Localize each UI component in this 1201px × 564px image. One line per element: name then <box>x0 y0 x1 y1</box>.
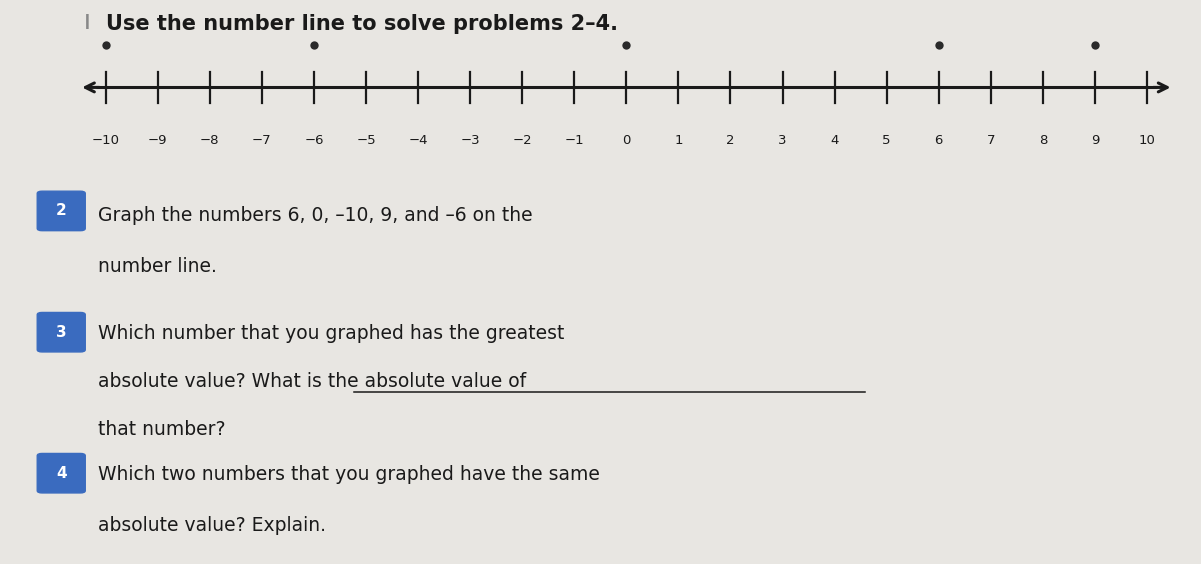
FancyBboxPatch shape <box>37 453 85 493</box>
Text: −4: −4 <box>408 134 428 147</box>
Text: Graph the numbers 6, 0, –10, 9, and –6 on the: Graph the numbers 6, 0, –10, 9, and –6 o… <box>98 206 533 225</box>
Text: that number?: that number? <box>98 420 226 439</box>
Text: 7: 7 <box>986 134 994 147</box>
Text: Use the number line to solve problems 2–4.: Use the number line to solve problems 2–… <box>106 14 617 34</box>
Text: 8: 8 <box>1039 134 1047 147</box>
Text: 0: 0 <box>622 134 631 147</box>
Text: 9: 9 <box>1091 134 1099 147</box>
Text: 1: 1 <box>674 134 682 147</box>
Text: absolute value? What is the absolute value of: absolute value? What is the absolute val… <box>98 372 526 391</box>
Text: absolute value? Explain.: absolute value? Explain. <box>98 516 327 535</box>
Text: −2: −2 <box>513 134 532 147</box>
Text: −8: −8 <box>201 134 220 147</box>
Text: 4: 4 <box>830 134 838 147</box>
Text: −5: −5 <box>357 134 376 147</box>
Text: Which number that you graphed has the greatest: Which number that you graphed has the gr… <box>98 324 564 343</box>
Text: 2: 2 <box>56 204 66 218</box>
Text: number line.: number line. <box>98 257 217 276</box>
Text: −3: −3 <box>460 134 480 147</box>
Text: −6: −6 <box>304 134 324 147</box>
Text: 2: 2 <box>727 134 735 147</box>
Text: 4: 4 <box>56 466 66 481</box>
Text: 6: 6 <box>934 134 943 147</box>
Text: −9: −9 <box>148 134 167 147</box>
Text: −1: −1 <box>564 134 584 147</box>
FancyBboxPatch shape <box>37 191 85 231</box>
Text: ❙: ❙ <box>80 14 94 29</box>
Text: −7: −7 <box>252 134 271 147</box>
Text: Which two numbers that you graphed have the same: Which two numbers that you graphed have … <box>98 465 600 484</box>
Text: 10: 10 <box>1139 134 1155 147</box>
Text: −10: −10 <box>91 134 120 147</box>
Text: 3: 3 <box>778 134 787 147</box>
FancyBboxPatch shape <box>37 312 85 352</box>
Text: 5: 5 <box>883 134 891 147</box>
Text: 3: 3 <box>56 325 66 340</box>
